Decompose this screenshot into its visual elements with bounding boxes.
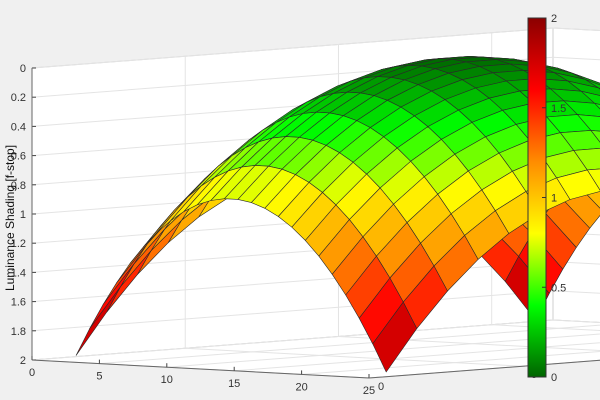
z-axis-label: Luminance Shading [f-stop] [3,145,17,291]
surface-mesh [75,55,600,373]
colorbar-tick-label: 1 [551,193,557,205]
z-gridline [31,56,600,98]
x-axis-line [31,359,370,379]
x-gridline [99,324,600,365]
z-tick-label: 1.6 [11,297,26,309]
colorbar-tick-label: 0.5 [551,282,566,294]
z-tick-label: 0.8 [11,180,26,192]
y-axis-line [368,359,600,379]
z-gridline [31,319,600,361]
z-tick-label: 0.2 [11,92,26,104]
x-gridline [301,350,600,375]
z-tick-label: 2 [20,355,26,367]
x-tick-label: 15 [228,378,240,390]
x-tick-label: 5 [96,371,102,383]
z-tick-label: 0 [20,63,26,75]
x-tick-label: 25 [363,385,375,397]
x-tick-label: 20 [295,381,307,393]
surface-cell [372,301,418,373]
colorbar: 0 0.5 1 1.5 2 [527,13,566,384]
x-gridline [234,342,600,372]
z-tick-label: 0.4 [11,121,26,133]
z-tick-label: 1.8 [11,326,26,338]
y-gridline [184,56,523,367]
surface-cell [75,286,121,356]
z-tick-label: 0.6 [11,151,26,163]
z-tick-label: 1 [20,209,26,221]
colorbar-tick-label: 2 [551,13,557,25]
colorbar-tick-label: 0 [551,372,557,384]
colorbar-tick-label: 1.5 [551,103,566,115]
x-gridline [166,333,600,368]
z-tick-label: 1.2 [11,238,26,250]
z-gridline [31,27,600,69]
x-tick-label: 10 [161,374,173,386]
x-tick-label: 0 [29,367,35,379]
z-tick-label: 1.4 [11,267,26,279]
y-tick-label: 0 [378,381,384,393]
z-gridline [31,290,600,332]
